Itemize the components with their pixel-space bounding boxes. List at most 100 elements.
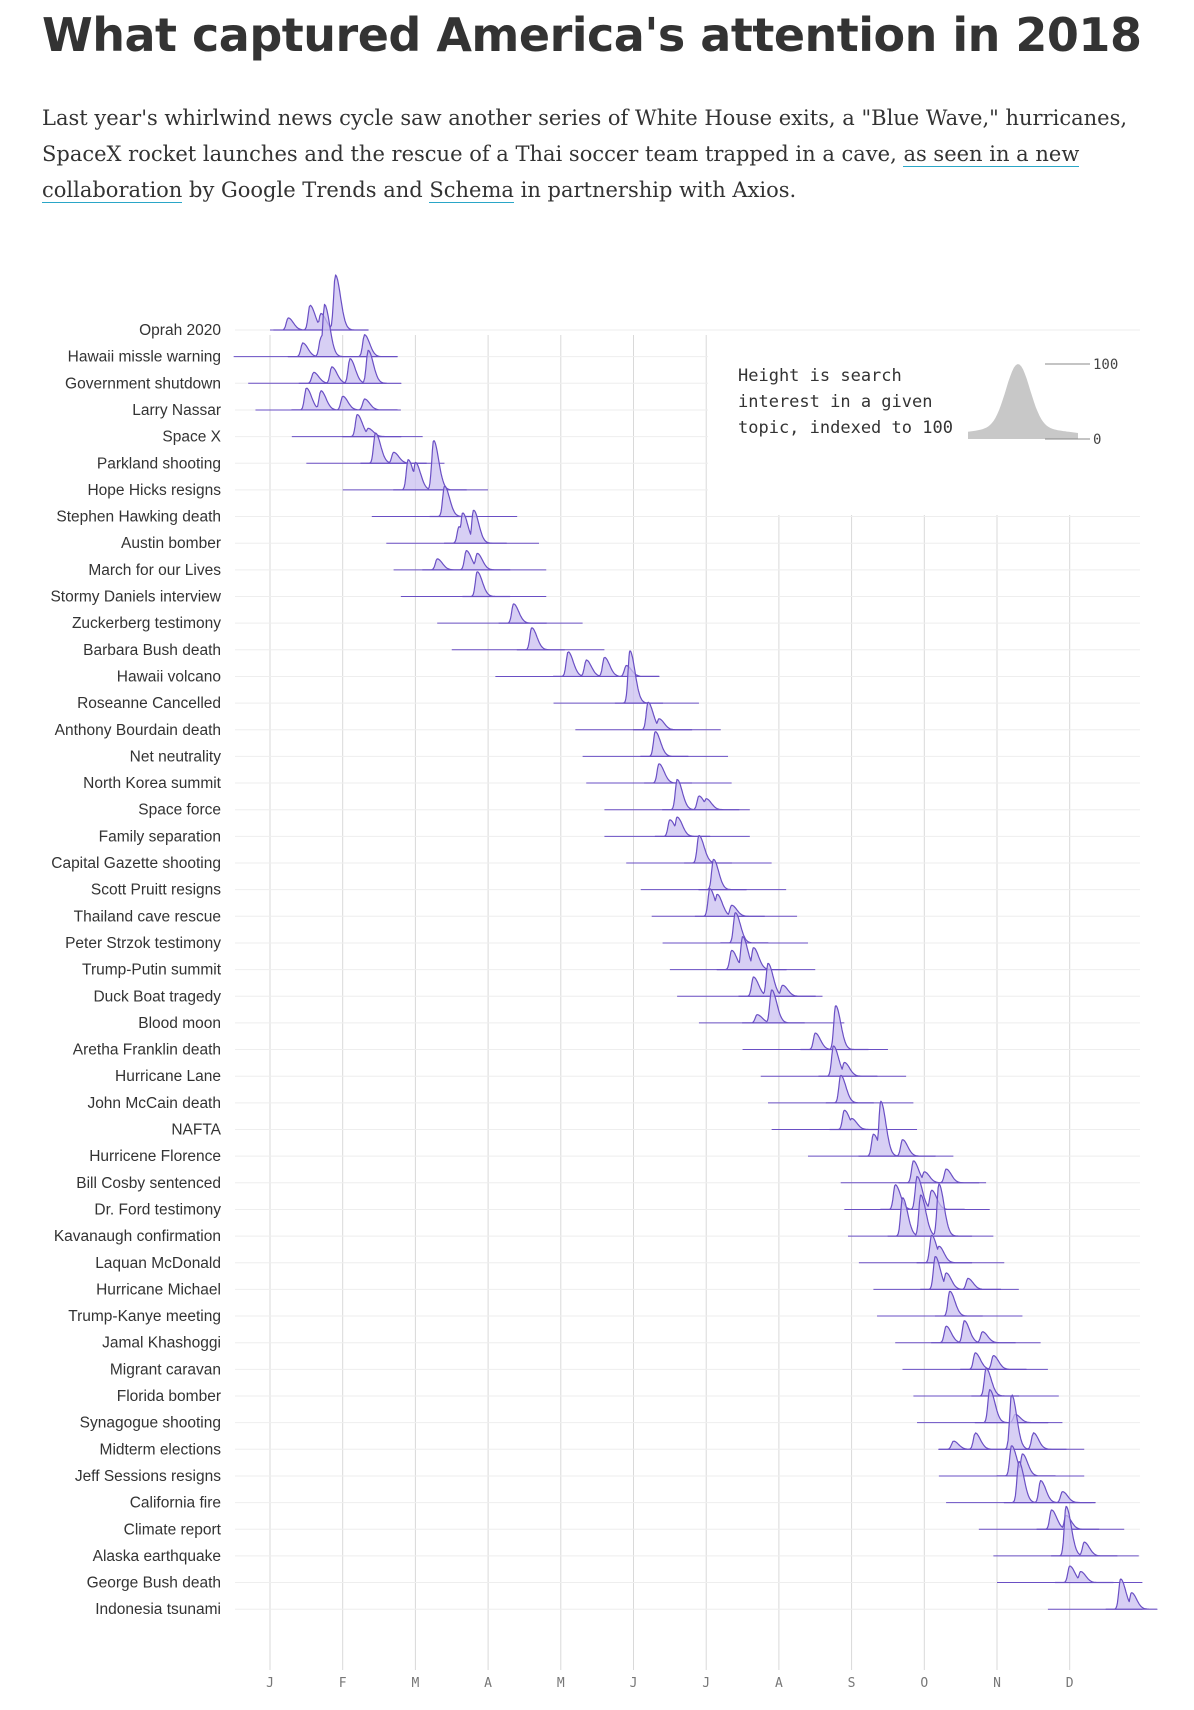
series-label: George Bush death	[87, 1575, 221, 1592]
series-ridge	[498, 603, 547, 624]
series-label: John McCain death	[87, 1095, 221, 1112]
series-row: Jeff Sessions resigns	[75, 1445, 1140, 1485]
series-row: Aretha Franklin death	[73, 1005, 1140, 1059]
series-row: Stormy Daniels interview	[50, 571, 1140, 606]
series-label: Synagogue shooting	[80, 1415, 221, 1432]
series-label: March for our Lives	[88, 562, 221, 579]
series-label: Scott Pruitt resigns	[91, 882, 221, 899]
series-label: Dr. Ford testimony	[94, 1201, 221, 1218]
series-row: Climate report	[124, 1509, 1140, 1538]
series-label: Indonesia tsunami	[95, 1601, 221, 1618]
series-ridge	[800, 1005, 869, 1051]
series-ridge	[643, 763, 693, 784]
series-row: NAFTA	[171, 1109, 1140, 1139]
series-ridge	[1003, 1461, 1096, 1504]
legend-background	[708, 335, 1188, 515]
series-row: Hawaii volcano	[117, 651, 1140, 685]
schema-link[interactable]: Schema	[429, 178, 514, 203]
series-label: Net neutrality	[130, 748, 222, 765]
series-ridge	[654, 816, 711, 837]
month-tick-label: N	[993, 1676, 1001, 1691]
series-row: Synagogue shooting	[80, 1389, 1140, 1432]
series-label: Climate report	[124, 1521, 222, 1538]
series-row: Indonesia tsunami	[95, 1578, 1158, 1618]
series-label: Bill Cosby sentenced	[76, 1175, 221, 1192]
series-row: Migrant caravan	[110, 1352, 1140, 1378]
series-row: Capital Gazette shooting	[51, 834, 1140, 872]
series-row: Space force	[138, 778, 1140, 819]
legend-line-2: interest in a given	[738, 392, 932, 412]
intro-text-after: in partnership with Axios.	[513, 178, 797, 202]
series-ridge	[393, 440, 467, 491]
series-label: Alaska earthquake	[93, 1548, 221, 1565]
series-row: Bill Cosby sentenced	[76, 1160, 1140, 1192]
series-label: Space force	[138, 802, 221, 819]
series-row: Hope Hicks resigns	[87, 440, 1140, 499]
series-ridge	[694, 888, 765, 917]
month-tick-label: A	[484, 1676, 492, 1691]
series-row: California fire	[130, 1461, 1140, 1512]
series-ridge	[716, 936, 787, 971]
series-label: Space X	[162, 429, 221, 446]
series-label: Zuckerberg testimony	[72, 615, 221, 632]
series-ridge	[298, 349, 402, 384]
series-row: Jamal Khashoggi	[102, 1320, 1140, 1352]
series-ridge	[996, 1445, 1056, 1477]
month-tick-label: S	[848, 1676, 856, 1691]
series-label: Stormy Daniels interview	[50, 589, 221, 606]
legend-line-3: topic, indexed to 100	[738, 418, 953, 438]
ridgeline-chart: Oprah 2020 Hawaii missle warning Governmen…	[50, 274, 1188, 1691]
series-ridge	[683, 834, 733, 864]
series-ridge	[1050, 1505, 1118, 1557]
series-ridge	[1054, 1565, 1114, 1584]
series-label: Hurricane Lane	[115, 1068, 221, 1085]
series-row: March for our Lives	[88, 550, 1140, 579]
series-row: Midterm elections	[100, 1394, 1140, 1458]
month-tick-label: O	[920, 1676, 928, 1691]
series-label: Jeff Sessions resigns	[75, 1468, 221, 1485]
series-label: Roseanne Cancelled	[77, 695, 221, 712]
series-row: Blood moon	[138, 989, 1140, 1032]
series-label: Austin bomber	[121, 535, 221, 552]
series-row: Family separation	[99, 816, 1140, 845]
series-ridge	[552, 651, 660, 678]
series-ridge	[614, 650, 664, 704]
series-label: NAFTA	[171, 1122, 221, 1139]
month-tick-label: M	[411, 1676, 419, 1691]
series-row: Hurricane Lane	[115, 1045, 1140, 1085]
series-ridge	[342, 414, 402, 438]
series-label: Family separation	[99, 828, 221, 845]
legend-peak-shape	[968, 364, 1078, 439]
series-ridge	[916, 1234, 973, 1264]
series-ridge	[360, 432, 427, 464]
series-row: Florida bomber	[117, 1367, 1140, 1405]
series-ridge	[462, 571, 511, 598]
series-ridge	[741, 989, 805, 1024]
month-tick-label: D	[1066, 1676, 1074, 1691]
series-ridge	[934, 1290, 984, 1317]
collaboration-link[interactable]: as seen in a new collaboration	[42, 142, 1080, 203]
series-ridge	[422, 550, 511, 571]
series-label: Blood moon	[138, 1015, 221, 1032]
series-row: Hurricane Michael	[96, 1256, 1140, 1298]
series-ridge	[898, 1160, 980, 1184]
month-tick-label: J	[630, 1676, 638, 1691]
month-tick-label: M	[557, 1676, 565, 1691]
series-ridge	[829, 1109, 885, 1131]
series-label: Florida bomber	[117, 1388, 221, 1405]
month-tick-label: A	[775, 1676, 783, 1691]
series-row: Trump-Putin summit	[82, 936, 1140, 979]
series-ridge	[662, 778, 740, 811]
series-row: Net neutrality	[130, 731, 1140, 765]
series-row: Barbara Bush death	[83, 627, 1140, 659]
series-label: Hurricane Michael	[96, 1281, 221, 1298]
series-label: Jamal Khashoggi	[102, 1335, 221, 1352]
series-ridge	[291, 387, 398, 411]
series-row: John McCain death	[87, 1074, 1140, 1112]
series-label: Parkland shooting	[97, 455, 221, 472]
page-title: What captured America's attention in 201…	[42, 8, 1142, 62]
series-label: Duck Boat tragedy	[93, 988, 221, 1005]
legend-min-label: 0	[1093, 432, 1101, 448]
series-ridge	[971, 1367, 1020, 1397]
series-row: Oprah 2020	[139, 274, 1140, 339]
